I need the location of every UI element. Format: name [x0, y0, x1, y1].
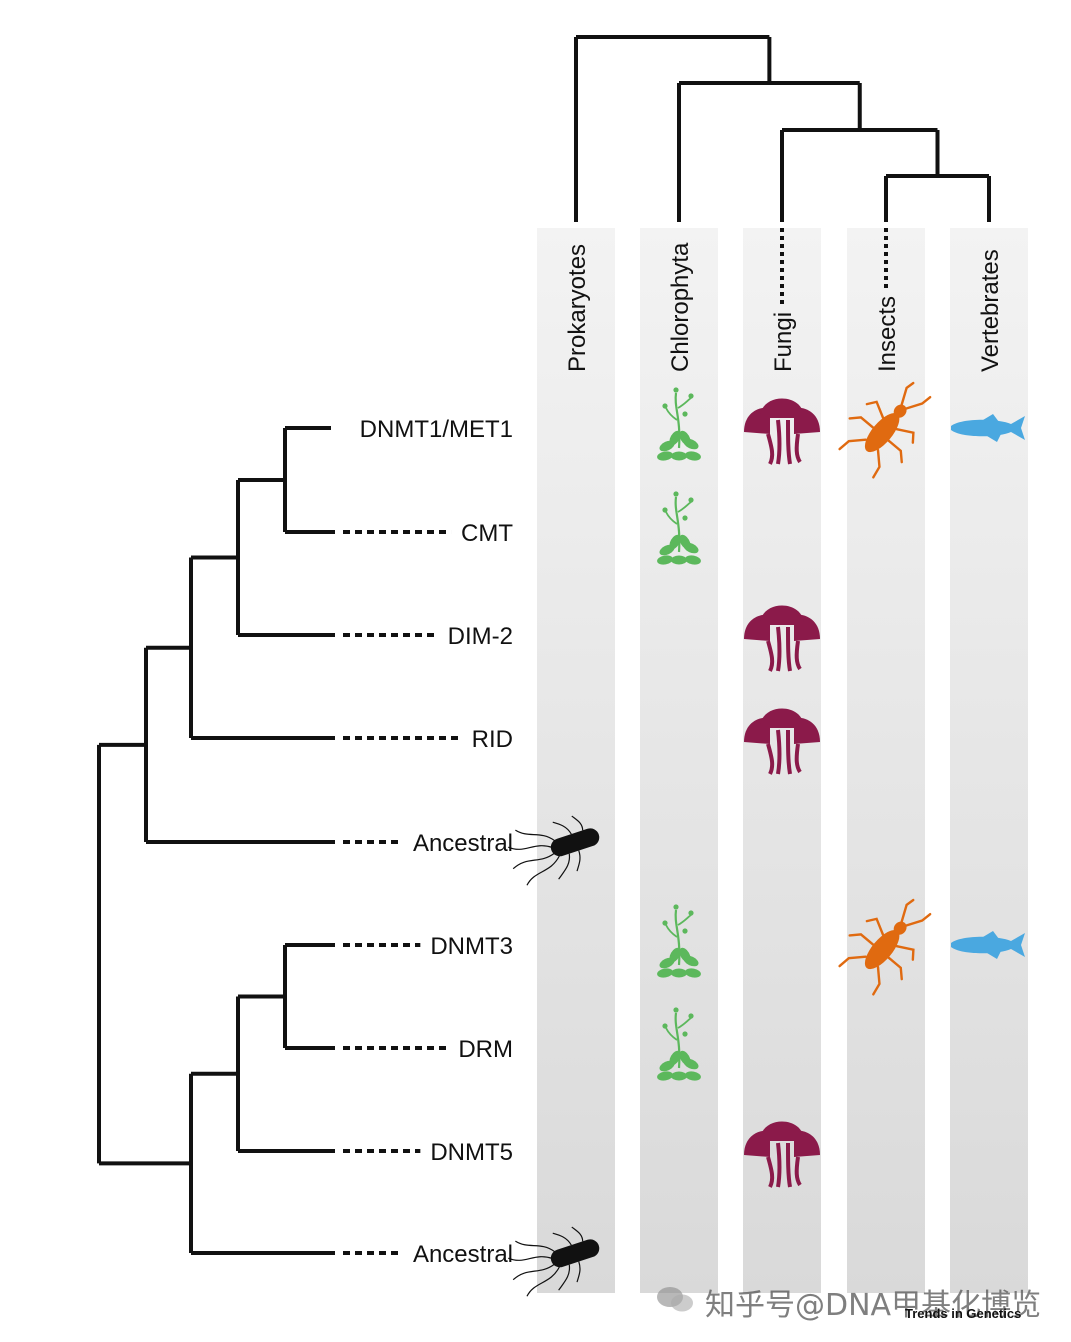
- family-label: DNMT3: [430, 933, 513, 960]
- column-insects: [847, 228, 925, 1293]
- wechat-icon: [657, 1287, 693, 1312]
- species-tree: [574, 35, 991, 222]
- gene-tree: [97, 426, 335, 1255]
- family-label: Ancestral: [413, 1241, 513, 1268]
- mushroom-icon: [744, 708, 820, 775]
- plant-icon: [657, 1007, 701, 1081]
- family-label: CMT: [461, 520, 513, 547]
- icons: [508, 381, 1025, 1297]
- family-label: RID: [472, 726, 513, 753]
- family-label: Ancestral: [413, 830, 513, 857]
- mushroom-icon: [744, 1121, 820, 1188]
- family-label: DNMT1/MET1: [360, 416, 513, 443]
- family-labels: DNMT1/MET1 CMT DIM-2 RID Ancestral DNMT3 DRM DN…: [343, 416, 513, 1268]
- taxon-label-vertebrates: Vertebrates: [977, 249, 1004, 372]
- insect-icon: [838, 381, 932, 479]
- taxon-label-chlorophyta: Chlorophyta: [667, 242, 694, 372]
- family-label: DIM-2: [448, 623, 513, 650]
- taxon-label-fungi: Fungi: [770, 312, 797, 372]
- fish-icon: [951, 414, 1025, 442]
- taxon-labels: Prokaryotes Chlorophyta Fungi Insects Verteb…: [564, 224, 1004, 372]
- column-vertebrates: [950, 228, 1028, 1293]
- family-label: DRM: [458, 1036, 513, 1063]
- plant-icon: [657, 904, 701, 978]
- column-prokaryotes: [537, 228, 615, 1293]
- bacterium-icon: [508, 815, 600, 886]
- mushroom-icon: [744, 398, 820, 465]
- plant-icon: [657, 387, 701, 461]
- mushroom-icon: [744, 605, 820, 672]
- column-chlorophyta: [640, 228, 718, 1293]
- family-label: DNMT5: [430, 1139, 513, 1166]
- footer: 知乎号@DNA甲基化博览 Trends in Genetics: [655, 1280, 1065, 1340]
- taxon-label-prokaryotes: Prokaryotes: [564, 244, 591, 372]
- fish-icon: [951, 931, 1025, 959]
- bacterium-icon: [508, 1226, 600, 1297]
- journal-name: Trends in Genetics: [905, 1306, 1022, 1321]
- watermark-text: 知乎号@DNA甲基化博览: [705, 1288, 1042, 1323]
- insect-icon: [838, 898, 932, 996]
- plant-icon: [657, 491, 701, 565]
- taxon-label-insects: Insects: [874, 296, 901, 372]
